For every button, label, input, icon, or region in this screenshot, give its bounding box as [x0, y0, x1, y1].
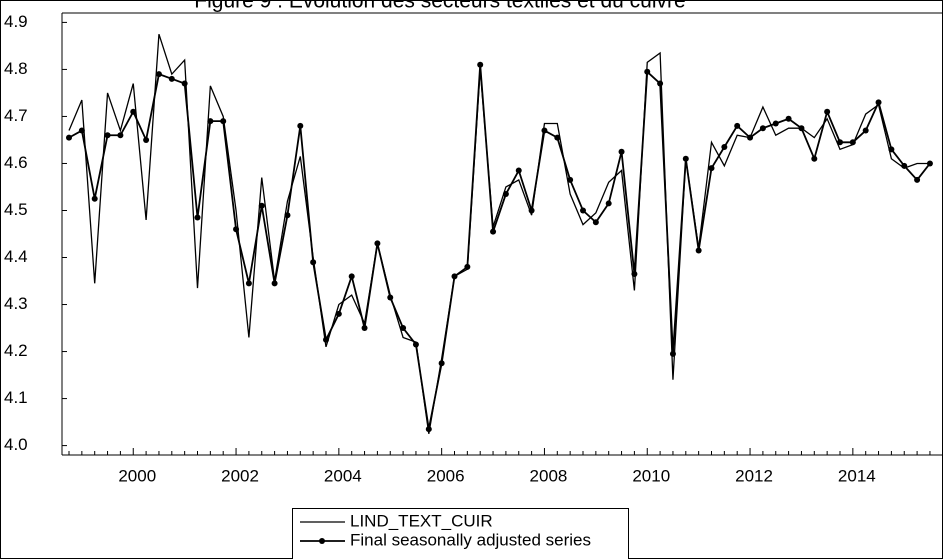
chart-title: Figure 9 : Evolution des secteurs textil… [194, 0, 685, 13]
series-marker [721, 144, 728, 151]
series-marker [592, 219, 599, 226]
series-marker [451, 273, 458, 280]
series-marker [824, 108, 831, 115]
series-marker [361, 325, 368, 332]
series-marker [747, 134, 754, 141]
series-marker [155, 71, 162, 78]
series-marker [400, 325, 407, 332]
series-marker [669, 350, 676, 357]
y-tick-label: 4.4 [4, 247, 28, 266]
x-tick-label: 2004 [324, 466, 362, 485]
series-marker [194, 214, 201, 221]
series-marker [772, 120, 779, 127]
series-marker [875, 99, 882, 106]
legend-label: LIND_TEXT_CUIR [350, 511, 493, 530]
series-marker [477, 61, 484, 68]
series-marker [837, 139, 843, 146]
y-tick-label: 4.0 [4, 435, 28, 454]
series-marker [618, 148, 625, 155]
series-marker [490, 228, 497, 235]
series-line [68, 33, 930, 434]
x-tick-label: 2002 [221, 466, 259, 485]
series-marker [233, 226, 240, 233]
y-tick-label: 4.3 [4, 294, 28, 313]
series-marker [374, 240, 381, 247]
y-tick-label: 4.8 [4, 59, 28, 78]
series-marker [708, 165, 715, 172]
series-marker [258, 202, 265, 209]
legend-marker [319, 538, 325, 544]
series-marker [464, 263, 471, 270]
series-line [68, 64, 931, 430]
series-marker [567, 176, 574, 183]
legend-box [292, 508, 629, 559]
series-marker [759, 125, 766, 132]
y-tick-label: 4.1 [4, 388, 28, 407]
x-tick-label: 2012 [735, 466, 773, 485]
series-marker [554, 134, 561, 141]
series-marker [695, 247, 702, 254]
series-marker [888, 146, 895, 153]
series-marker [631, 270, 638, 277]
series-marker [926, 160, 933, 167]
series-marker [605, 200, 612, 207]
series-marker [811, 155, 818, 162]
x-tick-label: 2000 [118, 466, 156, 485]
series-marker [849, 139, 856, 146]
series-marker [580, 207, 586, 214]
x-tick-label: 2010 [632, 466, 670, 485]
series-marker [143, 136, 150, 143]
series-marker [914, 176, 921, 183]
series-marker [66, 134, 72, 141]
series-marker [901, 162, 908, 169]
y-tick-label: 4.5 [4, 200, 28, 219]
series-marker [310, 259, 317, 266]
series-marker [657, 80, 664, 87]
series-marker [130, 108, 137, 115]
series-marker [220, 118, 227, 125]
legend-label: Final seasonally adjusted series [350, 530, 591, 549]
series-marker [207, 118, 214, 125]
y-tick-label: 4.9 [4, 12, 28, 31]
x-tick-label: 2006 [427, 466, 465, 485]
series-marker [515, 167, 522, 174]
series-marker [541, 127, 548, 134]
series-marker [412, 341, 419, 348]
series-marker [117, 132, 124, 139]
series-marker [271, 280, 278, 287]
series-marker [502, 191, 509, 198]
series-marker [734, 122, 741, 129]
series-marker [104, 132, 111, 139]
y-tick-label: 4.6 [4, 153, 28, 172]
series-marker [323, 336, 329, 343]
series-marker [682, 155, 689, 162]
series-marker [862, 127, 869, 134]
series-marker [284, 212, 291, 219]
series-marker [91, 195, 98, 202]
series-marker [245, 280, 252, 287]
series-marker [438, 360, 445, 367]
y-tick-label: 4.2 [4, 341, 28, 360]
series-marker [644, 68, 651, 75]
series-marker [785, 115, 792, 122]
series-marker [78, 127, 85, 134]
series-marker [348, 273, 355, 280]
series-marker [297, 122, 304, 129]
series-marker [798, 125, 805, 132]
series-marker [181, 80, 188, 87]
series-marker [168, 75, 175, 82]
x-tick-label: 2008 [530, 466, 568, 485]
y-tick-label: 4.7 [4, 106, 28, 125]
x-tick-label: 2014 [838, 466, 876, 485]
series-marker [425, 426, 432, 433]
series-marker [528, 207, 535, 214]
series-marker [335, 310, 342, 317]
series-marker [387, 294, 394, 301]
